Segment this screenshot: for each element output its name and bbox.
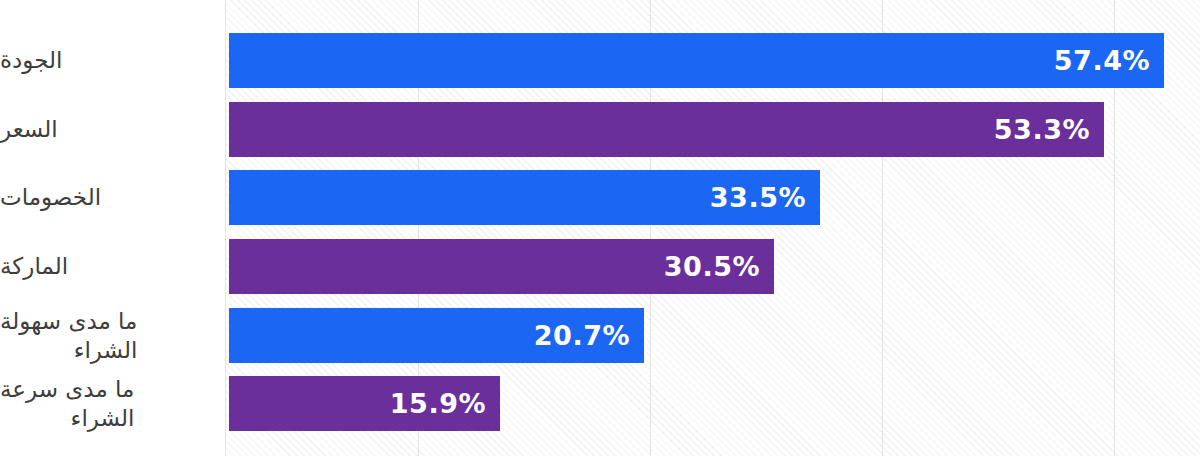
category-label: الجودة: [0, 33, 210, 88]
value-label: 57.4%: [1054, 45, 1164, 76]
plot-area: 57.4% 53.3% 33.5% 30.5% 20.7% 15.9%: [225, 0, 1200, 456]
bar: 15.9%: [229, 376, 500, 431]
bar: 33.5%: [229, 170, 820, 225]
category-label: السعر: [0, 102, 210, 157]
category-label: الخصومات: [0, 170, 210, 225]
category-label: ما مدى سرعة الشراء: [0, 376, 210, 431]
bar-chart: 57.4% 53.3% 33.5% 30.5% 20.7% 15.9% الجودة الس…: [0, 0, 1200, 456]
bar: 57.4%: [229, 33, 1164, 88]
bar: 53.3%: [229, 102, 1104, 157]
value-label: 15.9%: [390, 388, 500, 419]
value-label: 33.5%: [710, 182, 820, 213]
value-label: 20.7%: [534, 320, 644, 351]
category-label: ما مدى سهولة الشراء: [0, 308, 210, 363]
category-label: الماركة: [0, 239, 210, 294]
bar: 30.5%: [229, 239, 774, 294]
bar: 20.7%: [229, 308, 644, 363]
value-label: 30.5%: [664, 251, 774, 282]
value-label: 53.3%: [994, 114, 1104, 145]
